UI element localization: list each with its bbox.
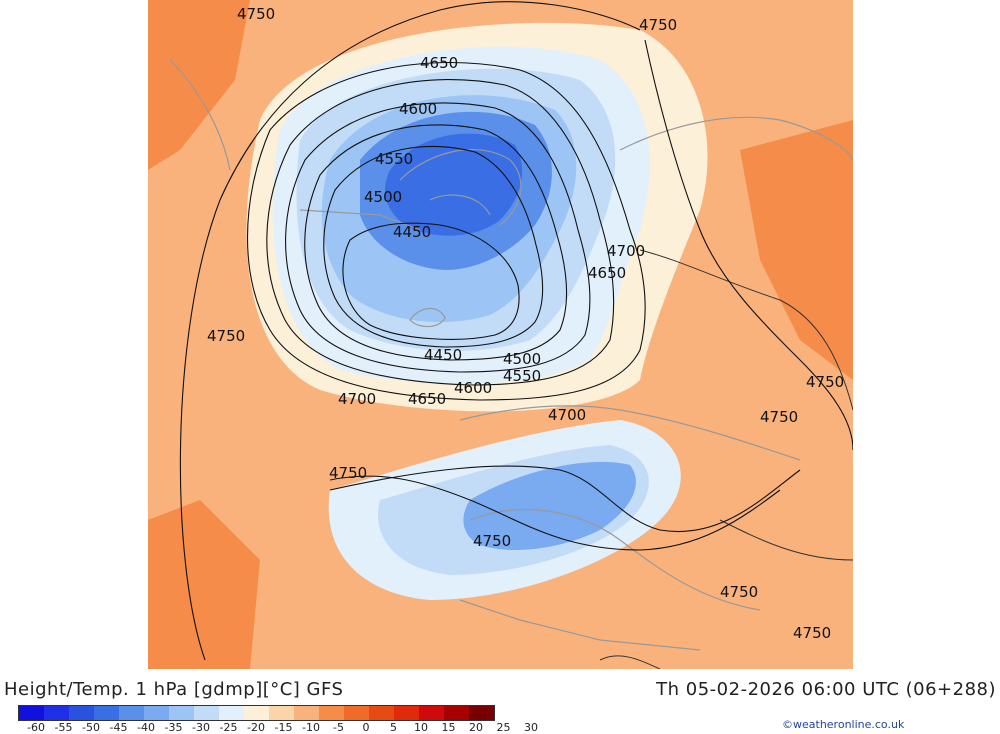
colorbar-tick-label: 30 — [524, 721, 538, 734]
contour-label-4750-e1: 4750 — [806, 373, 844, 391]
chart-datetime: Th 05-02-2026 06:00 UTC (06+288) — [656, 679, 996, 700]
coastline-arctic-3 — [299, 209, 421, 231]
colorbar-tick-label: -10 — [302, 721, 320, 734]
contour-label-4650-e: 4650 — [588, 264, 626, 282]
contour-4750-outer — [179, 1, 641, 661]
contour-label-4650-n: 4650 — [420, 54, 458, 72]
contour-label-4500-n: 4500 — [364, 188, 402, 206]
contour-4550 — [304, 124, 567, 361]
coastline-siberia — [619, 116, 853, 161]
legend-bar — [0, 669, 1000, 733]
colorbar-swatch — [69, 706, 94, 720]
contour-label-4550-n: 4550 — [375, 150, 413, 168]
colorbar-swatch — [169, 706, 194, 720]
colorbar-tick-label: -40 — [137, 721, 155, 734]
contour-label-4750-w: 4750 — [207, 327, 245, 345]
contour-label-4750-nw: 4750 — [237, 5, 275, 23]
contour-label-4750-s2: 4750 — [473, 532, 511, 550]
contour-label-4550-s: 4550 — [503, 367, 541, 385]
temp-shading-south-pool-3 — [463, 461, 636, 550]
colorbar-swatch — [44, 706, 69, 720]
contour-label-4450-n: 4450 — [393, 223, 431, 241]
colorbar-swatch — [94, 706, 119, 720]
contour-label-4450-s: 4450 — [424, 346, 462, 364]
temp-shading-warm-nw — [148, 0, 250, 170]
height-contours — [179, 1, 853, 661]
temp-shading-warm-sw — [148, 500, 260, 669]
colorbar-tick-label: -30 — [192, 721, 210, 734]
contour-label-4700-sw: 4700 — [338, 390, 376, 408]
colorbar-swatch — [294, 706, 319, 720]
coastline-europe-south — [459, 599, 701, 651]
colorbar-swatch — [419, 706, 444, 720]
colorbar-tick-label: -50 — [82, 721, 100, 734]
contour-4750-south — [329, 465, 801, 532]
coast-dark-3 — [599, 655, 661, 669]
contour-label-4750-se2: 4750 — [793, 624, 831, 642]
coastline-arctic-1 — [399, 149, 522, 226]
colorbar-tick-label: -25 — [219, 721, 238, 734]
contour-4450 — [342, 222, 520, 340]
contour-label-4750-se1: 4750 — [720, 583, 758, 601]
chart-title: Height/Temp. 1 hPa [gdmp][°C] GFS — [4, 679, 344, 700]
contour-4750-south-2 — [329, 475, 781, 551]
colorbar-tick-label: -60 — [27, 721, 45, 734]
colorbar-swatch — [194, 706, 219, 720]
colorbar-tick-label: -20 — [247, 721, 265, 734]
colorbar-swatch — [369, 706, 394, 720]
colorbar-swatch — [119, 706, 144, 720]
colorbar-tick-label: -45 — [109, 721, 128, 734]
contour-label-4600-n: 4600 — [399, 100, 437, 118]
contour-label-4650-s: 4650 — [408, 390, 446, 408]
coast-dark-1 — [639, 249, 853, 411]
colorbar-tick-label: -35 — [164, 721, 183, 734]
colorbar-tick-label: 15 — [441, 721, 456, 734]
temperature-colorbar — [18, 705, 495, 721]
colorbar-swatch — [269, 706, 294, 720]
contour-label-4500-s: 4500 — [503, 350, 541, 368]
contour-4700 — [247, 61, 646, 401]
coastline-arctic-2 — [429, 194, 491, 216]
colorbar-swatch — [394, 706, 419, 720]
contour-label-4600-s: 4600 — [454, 379, 492, 397]
contour-4500 — [323, 145, 544, 348]
colorbar-swatch — [319, 706, 344, 720]
contour-label-4700-e: 4700 — [607, 242, 645, 260]
colorbar-tick-label: 0 — [362, 721, 370, 734]
colorbar-tick-label: 10 — [414, 721, 428, 734]
colorbar-tick-label: 5 — [390, 721, 397, 734]
contour-4750-east — [644, 39, 853, 451]
colorbar-swatch — [344, 706, 369, 720]
colorbar-swatch — [19, 706, 44, 720]
contour-label-4750-ne: 4750 — [639, 16, 677, 34]
colorbar-tick-label: -15 — [274, 721, 293, 734]
colorbar-swatch — [244, 706, 269, 720]
coast-dark-2 — [719, 519, 853, 561]
coast-dark — [599, 249, 853, 669]
coastline-nw — [169, 59, 231, 171]
contour-label-4750-s1: 4750 — [329, 464, 367, 482]
colorbar-swatch — [144, 706, 169, 720]
map-canvas: 4750 4750 4650 4600 4550 4500 4450 4700 … — [148, 0, 853, 669]
contour-4650 — [266, 79, 615, 386]
colorbar-swatch — [219, 706, 244, 720]
colorbar-swatch — [444, 706, 469, 720]
weather-map: 4750 4750 4650 4600 4550 4500 4450 4700 … — [148, 0, 853, 669]
coastline-europe-mid — [469, 509, 761, 611]
colorbar-ticks: -60 -55 -50 -45 -40 -35 -30 -25 -20 -15 -10 -5 0 5 10 1… — [18, 721, 578, 734]
temp-shading-warm-e — [740, 120, 853, 380]
colorbar-tick-label: -55 — [54, 721, 73, 734]
colorbar-tick-label: 20 — [469, 721, 483, 734]
contour-4600 — [285, 102, 591, 373]
credit-link[interactable]: ©weatheronline.co.uk — [782, 718, 905, 731]
coastline-europe-north — [459, 405, 801, 461]
colorbar-tick-label: -5 — [333, 721, 344, 734]
contour-labels: 4750 4750 4650 4600 4550 4500 4450 4700 … — [207, 5, 844, 642]
coastline-island — [409, 307, 446, 328]
colorbar-swatch — [469, 706, 494, 720]
colorbar-tick-label: 25 — [496, 721, 511, 734]
contour-label-4750-e2: 4750 — [760, 408, 798, 426]
coastlines — [169, 59, 853, 651]
contour-label-4700-s: 4700 — [548, 406, 586, 424]
